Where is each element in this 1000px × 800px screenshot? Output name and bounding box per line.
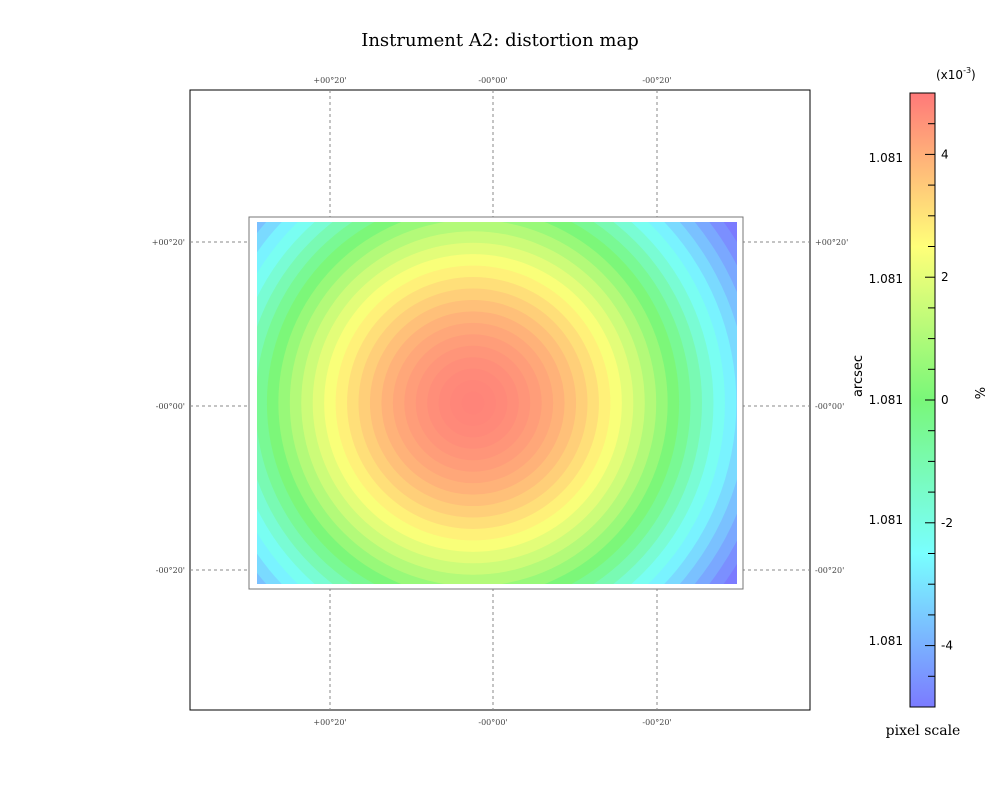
colorbar-tick-label: 0 xyxy=(941,393,949,407)
arcsec-tick-label: 1.081 xyxy=(869,393,903,407)
arcsec-tick-label: 1.081 xyxy=(869,634,903,648)
right-tick-label: -00°20' xyxy=(815,566,844,575)
colorbar-tick-label: -2 xyxy=(941,516,953,530)
distortion-heatmap xyxy=(257,222,737,584)
left-tick-label: -00°20' xyxy=(156,566,185,575)
top-tick-label: +00°20' xyxy=(313,76,346,85)
colorbar-tick-label: -4 xyxy=(941,639,953,653)
colorbar-tick-label: 2 xyxy=(941,270,949,284)
heatmap-band xyxy=(461,391,485,415)
right-tick-label: +00°20' xyxy=(815,238,848,247)
top-tick-label: -00°20' xyxy=(642,76,671,85)
left-tick-label: +00°20' xyxy=(152,238,185,247)
bottom-tick-label: -00°20' xyxy=(642,718,671,727)
arcsec-tick-label: 1.081 xyxy=(869,272,903,286)
coordinate-ticks: +00°20' -00°00' -00°20' +00°20' -00°00' … xyxy=(152,76,849,727)
arcsec-tick-label: 1.081 xyxy=(869,513,903,527)
arcsec-axis-label: arcsec xyxy=(851,355,866,397)
top-tick-label: -00°00' xyxy=(478,76,507,85)
colorbar-ticks: -4 -2 0 2 4 xyxy=(925,123,953,677)
percent-axis-label: % xyxy=(974,387,989,399)
bottom-tick-label: +00°20' xyxy=(313,718,346,727)
colorbar-tick-label: 4 xyxy=(941,147,949,161)
bottom-tick-label: -00°00' xyxy=(478,718,507,727)
left-tick-label: -00°00' xyxy=(156,402,185,411)
chart-title: Instrument A2: distortion map xyxy=(361,30,639,51)
right-tick-label: -00°00' xyxy=(815,402,844,411)
colorbar-label: pixel scale xyxy=(886,723,961,739)
arcsec-tick-label: 1.081 xyxy=(869,151,903,165)
colorbar-multiplier: (x10-3) xyxy=(936,66,976,82)
